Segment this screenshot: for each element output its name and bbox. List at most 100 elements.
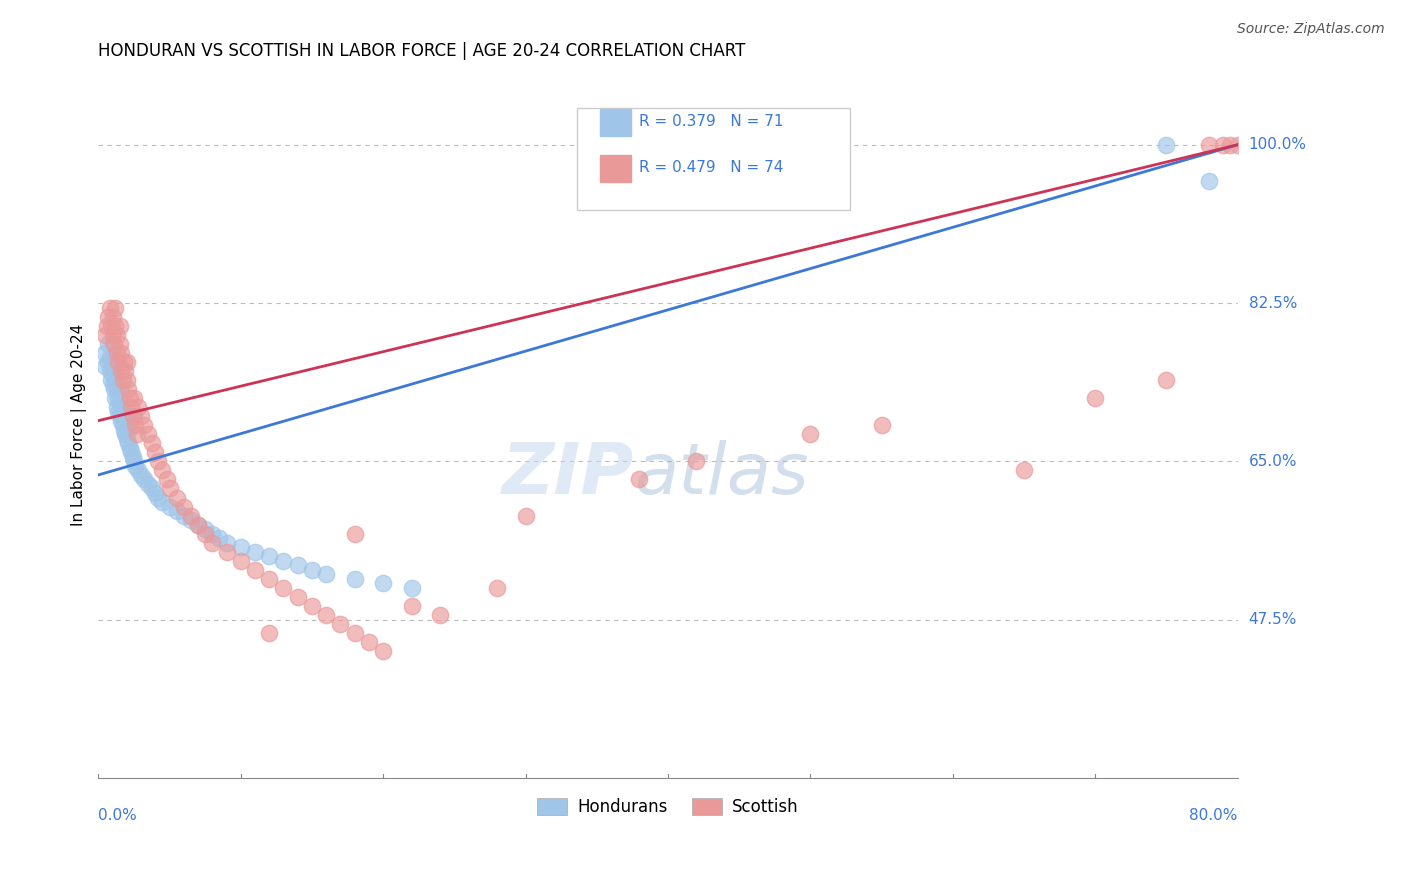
Point xyxy=(143,486,166,500)
Point xyxy=(94,359,117,374)
Point xyxy=(685,454,707,468)
Point xyxy=(173,500,195,514)
Point xyxy=(287,590,309,604)
Point xyxy=(870,418,893,433)
Point xyxy=(152,463,174,477)
Point xyxy=(187,517,209,532)
Point xyxy=(1012,463,1035,477)
Point xyxy=(401,599,423,613)
Text: 100.0%: 100.0% xyxy=(1249,137,1306,153)
Point xyxy=(97,355,120,369)
Point xyxy=(108,318,131,333)
Point xyxy=(146,454,169,468)
Point xyxy=(101,351,124,365)
Point xyxy=(103,368,125,383)
Point xyxy=(101,377,124,392)
Point xyxy=(122,454,145,468)
Point xyxy=(100,355,122,369)
Point xyxy=(166,491,188,505)
Point xyxy=(110,400,132,414)
Point xyxy=(1084,391,1107,405)
Point xyxy=(129,409,152,424)
FancyBboxPatch shape xyxy=(599,155,631,182)
Point xyxy=(257,572,280,586)
Point xyxy=(121,450,143,464)
Point xyxy=(124,458,146,473)
Point xyxy=(103,336,125,351)
Point xyxy=(173,508,195,523)
Point xyxy=(156,472,179,486)
Point xyxy=(97,336,120,351)
Text: R = 0.379   N = 71: R = 0.379 N = 71 xyxy=(640,114,785,129)
Point xyxy=(329,617,352,632)
Point xyxy=(98,364,121,378)
Point xyxy=(111,418,134,433)
Point xyxy=(94,327,117,342)
Text: ZIP: ZIP xyxy=(502,440,634,509)
Point xyxy=(799,427,821,442)
Point xyxy=(215,545,238,559)
Point xyxy=(111,373,134,387)
Point xyxy=(100,373,122,387)
Point xyxy=(243,563,266,577)
Point xyxy=(257,549,280,564)
Point xyxy=(136,477,159,491)
Point xyxy=(117,436,139,450)
Point xyxy=(273,554,295,568)
Point xyxy=(125,427,148,442)
Point xyxy=(110,414,132,428)
Point xyxy=(373,576,395,591)
Point xyxy=(100,318,122,333)
Text: 80.0%: 80.0% xyxy=(1189,808,1237,823)
Text: 65.0%: 65.0% xyxy=(1249,454,1298,469)
Point xyxy=(115,373,138,387)
Point xyxy=(215,535,238,549)
Point xyxy=(110,364,132,378)
Point xyxy=(159,482,181,496)
Point xyxy=(401,581,423,595)
Point xyxy=(229,541,252,555)
Point xyxy=(104,301,127,315)
Point xyxy=(101,364,124,378)
Y-axis label: In Labor Force | Age 20-24: In Labor Force | Age 20-24 xyxy=(72,324,87,526)
Point xyxy=(103,382,125,396)
Point xyxy=(107,404,129,418)
Point xyxy=(315,567,337,582)
Point xyxy=(112,355,135,369)
Point xyxy=(201,526,224,541)
Point xyxy=(141,436,163,450)
Point xyxy=(121,409,143,424)
Point xyxy=(108,382,131,396)
Point xyxy=(105,346,128,360)
Point xyxy=(243,545,266,559)
FancyBboxPatch shape xyxy=(576,108,851,210)
Point xyxy=(1219,137,1241,152)
FancyBboxPatch shape xyxy=(599,109,631,136)
Point xyxy=(107,391,129,405)
Point xyxy=(143,445,166,459)
Point xyxy=(114,427,136,442)
Point xyxy=(127,463,149,477)
Point xyxy=(112,423,135,437)
Point xyxy=(97,310,120,324)
Point xyxy=(1226,137,1249,152)
Point xyxy=(515,508,537,523)
Point xyxy=(98,301,121,315)
Point xyxy=(180,513,202,527)
Point xyxy=(208,531,231,545)
Point xyxy=(105,382,128,396)
Point xyxy=(124,418,146,433)
Point xyxy=(108,336,131,351)
Point xyxy=(104,391,127,405)
Point xyxy=(108,395,131,409)
Point xyxy=(127,400,149,414)
Point xyxy=(343,526,366,541)
Point xyxy=(194,526,217,541)
Point xyxy=(114,364,136,378)
Point xyxy=(117,382,139,396)
Point xyxy=(180,508,202,523)
Point xyxy=(201,535,224,549)
Point xyxy=(107,355,129,369)
Text: R = 0.479   N = 74: R = 0.479 N = 74 xyxy=(640,161,783,175)
Point xyxy=(115,355,138,369)
